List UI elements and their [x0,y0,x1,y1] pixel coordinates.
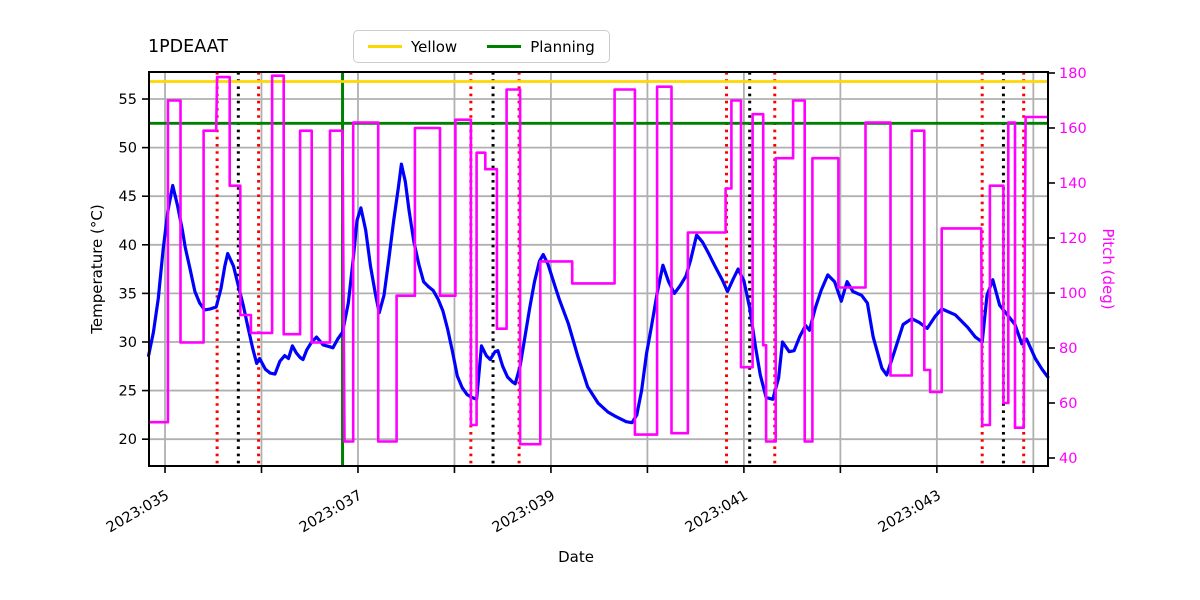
y-right-tick-label: 100 [1059,286,1087,302]
x-tick-label: 2023:037 [297,488,365,537]
y-right-tick-label: 60 [1059,396,1077,412]
axes-spines [148,71,1049,467]
y-left-tick-label: 40 [119,238,137,254]
x-tick-label: 2023:043 [876,488,944,537]
y-left-tick-label: 50 [119,141,137,157]
y-right-tick-label: 160 [1059,121,1087,137]
limit-lines [149,80,1048,125]
x-tick-label: 2023:041 [683,488,751,537]
pitch-line [148,74,1048,446]
y-left-tick-label: 35 [119,286,137,302]
legend: Yellow Planning [353,30,610,63]
legend-item-yellow: Yellow [368,38,457,56]
yellow-line-swatch [368,45,402,48]
legend-label-yellow: Yellow [411,37,458,56]
y-right-tick-label: 40 [1059,451,1077,467]
planning-line-swatch [487,45,522,48]
y-right-tick-label: 180 [1059,66,1087,82]
y-left-tick-label: 45 [119,189,137,205]
y-left-tick-label: 55 [119,92,137,108]
y-axis-label-left: Temperature (°C) [88,204,106,334]
y-left-tick-label: 20 [119,432,137,448]
temperature-line [147,162,1050,425]
legend-item-planning: Planning [487,38,595,56]
x-axis-label: Date [558,548,594,566]
y-right-tick-label: 140 [1059,176,1087,192]
legend-label-planning: Planning [530,37,595,56]
chart-title: 1PDEAAT [148,37,228,57]
y-right-tick-label: 120 [1059,231,1087,247]
y-axis-label-right: Pitch (deg) [1099,228,1117,310]
y-left-tick-label: 30 [119,335,137,351]
y-left-tick-label: 25 [119,384,137,400]
y-right-tick-label: 80 [1059,341,1077,357]
x-tick-label: 2023:035 [104,488,172,537]
x-tick-label: 2023:039 [490,488,558,537]
